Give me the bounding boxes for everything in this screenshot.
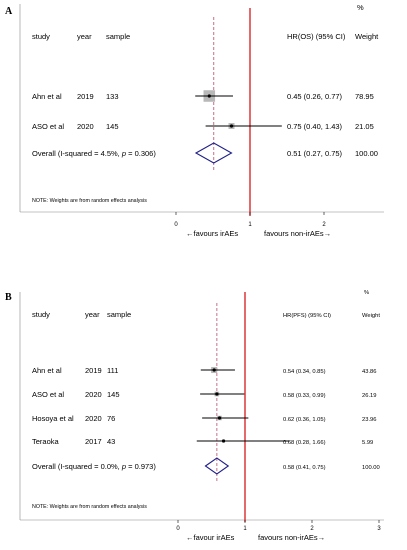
study-weight: 23.96 xyxy=(362,417,377,423)
x-tick-label: 1 xyxy=(243,526,247,532)
study-weight: 5.99 xyxy=(362,440,373,446)
study-sample: 133 xyxy=(106,92,119,101)
x-tick-label: 3 xyxy=(377,526,381,532)
overall-heterogeneity: Overall (I-squared = 4.5%, xyxy=(32,149,122,158)
study-sample: 111 xyxy=(107,366,118,375)
overall-weight: 100.00 xyxy=(355,149,378,158)
column-header-sample: sample xyxy=(107,310,131,319)
weight-percent-label: % xyxy=(364,290,369,296)
study-year: 2019 xyxy=(85,366,102,375)
overall-heterogeneity: Overall (I-squared = 0.0%, xyxy=(32,462,122,471)
overall-diamond xyxy=(204,457,230,475)
x-tick-label: 2 xyxy=(322,222,326,228)
study-hr-ci: 0.62 (0.36, 1.05) xyxy=(283,417,326,423)
overall-p-value: = 0.306) xyxy=(126,149,156,158)
x-tick-label: 2 xyxy=(310,526,314,532)
point-estimate xyxy=(212,368,216,372)
column-header-sample: sample xyxy=(106,32,130,41)
column-header-weight: Weight xyxy=(362,313,380,319)
column-header-study: study xyxy=(32,32,50,41)
study-name: Ahn et al xyxy=(32,366,62,375)
column-header-year: year xyxy=(77,32,92,41)
favours-right-label: favours non-irAEs→ xyxy=(258,533,325,542)
overall-hr-ci: 0.58 (0.41, 0.75) xyxy=(283,465,326,471)
study-sample: 145 xyxy=(107,390,120,399)
study-year: 2020 xyxy=(85,390,102,399)
overall-weight: 100.00 xyxy=(362,465,380,471)
column-header-study: study xyxy=(32,310,50,319)
overall-label: Overall (I-squared = 0.0%, p = 0.973) xyxy=(32,462,156,471)
random-effects-note: NOTE: Weights are from random effects an… xyxy=(32,198,147,204)
overall-label: Overall (I-squared = 4.5%, p = 0.306) xyxy=(32,149,156,158)
study-year: 2019 xyxy=(77,92,94,101)
overall-diamond xyxy=(194,142,233,164)
point-estimate xyxy=(229,124,234,128)
study-hr-ci: 0.75 (0.40, 1.43) xyxy=(287,122,343,131)
weight-percent-label: % xyxy=(357,3,364,12)
overall-p-symbol: p xyxy=(121,149,126,158)
study-hr-ci: 0.45 (0.26, 0.77) xyxy=(287,92,343,101)
study-hr-ci: 0.58 (0.33, 0.99) xyxy=(283,393,326,399)
study-name: ASO et al xyxy=(32,390,64,399)
x-tick-label: 1 xyxy=(248,222,252,228)
study-weight: 78.95 xyxy=(355,92,374,101)
study-year: 2020 xyxy=(85,414,102,423)
study-name: Ahn et al xyxy=(32,92,62,101)
study-year: 2020 xyxy=(77,122,94,131)
panel-label: A xyxy=(5,6,13,17)
study-weight: 43.86 xyxy=(362,369,377,375)
study-name: Teraoka xyxy=(32,437,60,446)
point-estimate xyxy=(207,94,211,98)
column-header-effect: HR(PFS) (95% CI) xyxy=(283,313,331,319)
forest-panel-b: B % study year sample HR(PFS) (95% CI) Weight A… xyxy=(5,290,384,542)
favours-right-label: favours non-irAEs→ xyxy=(264,229,331,238)
study-weight: 21.05 xyxy=(355,122,374,131)
study-sample: 43 xyxy=(107,437,115,446)
point-estimate xyxy=(217,416,222,420)
study-name: Hosoya et al xyxy=(32,414,74,423)
favours-left-label: ←favours irAEs xyxy=(186,229,238,238)
forest-panel-a: A % study year sample HR(OS) (95% CI) Weight Ah… xyxy=(5,3,384,238)
study-year: 2017 xyxy=(85,437,102,446)
study-sample: 76 xyxy=(107,414,115,423)
study-weight: 26.19 xyxy=(362,393,377,399)
study-name: ASO et al xyxy=(32,122,64,131)
study-sample: 145 xyxy=(106,122,119,131)
favours-left-label: ←favour irAEs xyxy=(186,533,235,542)
point-estimate xyxy=(221,439,226,443)
column-header-weight: Weight xyxy=(355,32,379,41)
study-hr-ci: 0.68 (0.28, 1.66) xyxy=(283,440,326,446)
column-header-effect: HR(OS) (95% CI) xyxy=(287,32,346,41)
panel-label: B xyxy=(5,292,12,303)
overall-p-symbol: p xyxy=(121,462,126,471)
column-header-year: year xyxy=(85,310,100,319)
x-tick-label: 0 xyxy=(174,222,178,228)
point-estimate xyxy=(215,392,219,396)
random-effects-note: NOTE: Weights are from random effects an… xyxy=(32,504,147,510)
x-tick-label: 0 xyxy=(176,526,180,532)
study-hr-ci: 0.54 (0.34, 0.85) xyxy=(283,369,326,375)
overall-p-value: = 0.973) xyxy=(126,462,156,471)
overall-hr-ci: 0.51 (0.27, 0.75) xyxy=(287,149,343,158)
